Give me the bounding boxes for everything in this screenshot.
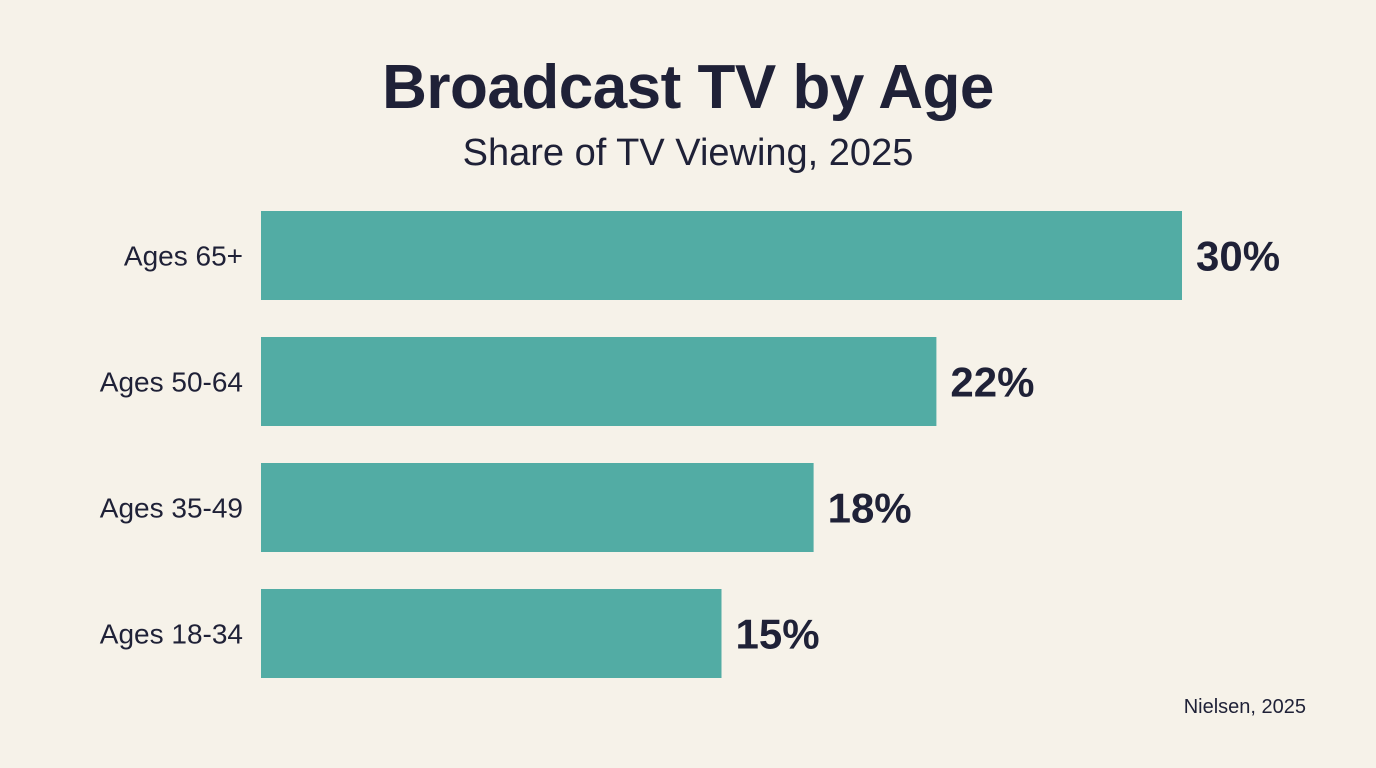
data-label: 22% (950, 359, 1034, 406)
bar (261, 211, 1182, 300)
category-label: Ages 35-49 (100, 493, 243, 524)
source-note: Nielsen, 2025 (1183, 696, 1306, 718)
category-label: Ages 65+ (124, 241, 243, 272)
category-label: Ages 50-64 (100, 367, 243, 398)
data-label: 30% (1196, 233, 1280, 280)
chart-title: Broadcast TV by Age (382, 53, 994, 122)
bar (261, 337, 937, 426)
bar (261, 463, 814, 552)
data-label: 18% (828, 485, 912, 532)
category-label: Ages 18-34 (100, 619, 243, 650)
chart-subtitle: Share of TV Viewing, 2025 (462, 132, 914, 174)
bar (261, 589, 722, 678)
data-label: 15% (736, 611, 820, 658)
